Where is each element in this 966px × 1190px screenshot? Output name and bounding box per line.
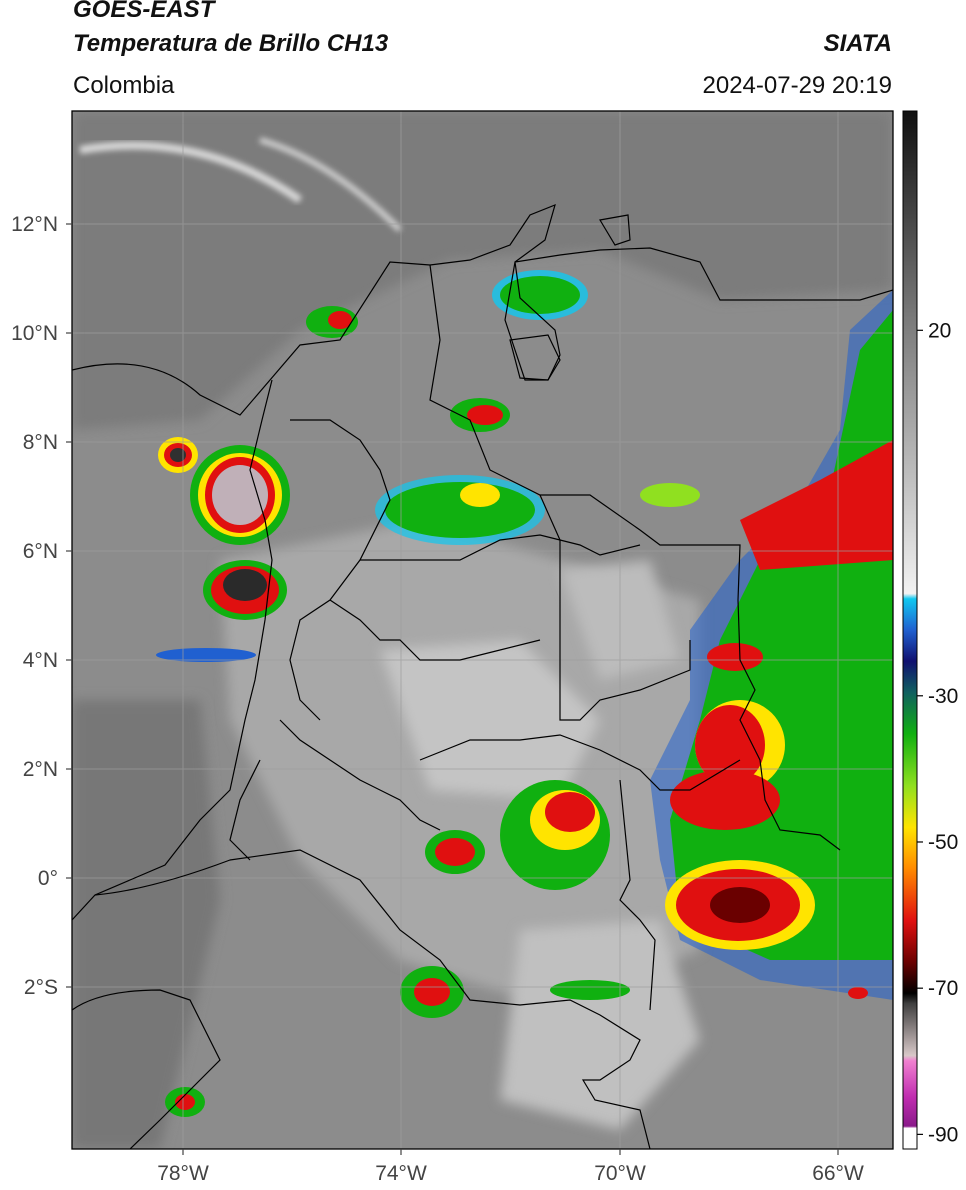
lon-label: 66°W [812, 1162, 864, 1185]
product-title: Temperatura de Brillo CH13 [73, 30, 389, 57]
graticule [72, 111, 893, 1149]
lon-label: 78°W [157, 1162, 209, 1185]
lat-label: 12°N [11, 213, 58, 236]
colorbar-tick-label: -70 [928, 977, 958, 1000]
colorbar: 20 -30 -50 -70 -90 [902, 110, 958, 1150]
map-frame [71, 110, 894, 1150]
lat-label: 8°N [23, 431, 58, 454]
lat-label: 0° [38, 867, 58, 890]
satellite-title: GOES-EAST [73, 0, 215, 23]
colorbar-tick-label: 20 [928, 319, 951, 342]
colorbar-gradient [902, 110, 918, 1150]
country-borders [72, 203, 893, 1149]
lat-label: 6°N [23, 540, 58, 563]
imagery [72, 111, 893, 1149]
lon-label: 74°W [375, 1162, 427, 1185]
colorbar-tick-label: -90 [928, 1123, 958, 1146]
colorbar-tick-label: -50 [928, 831, 958, 854]
region-label: Colombia [73, 72, 175, 99]
convective-cells [156, 270, 893, 1117]
colorbar-tick-label: -30 [928, 685, 958, 708]
datetime-label: 2024-07-29 20:19 [702, 72, 893, 99]
agency-label: SIATA [823, 30, 892, 57]
lat-label: 4°N [23, 649, 58, 672]
lon-label: 70°W [594, 1162, 646, 1185]
lat-label: 10°N [11, 322, 58, 345]
axis-ticks [66, 223, 839, 1155]
lat-label: 2°S [24, 976, 58, 999]
lat-label: 2°N [23, 758, 58, 781]
